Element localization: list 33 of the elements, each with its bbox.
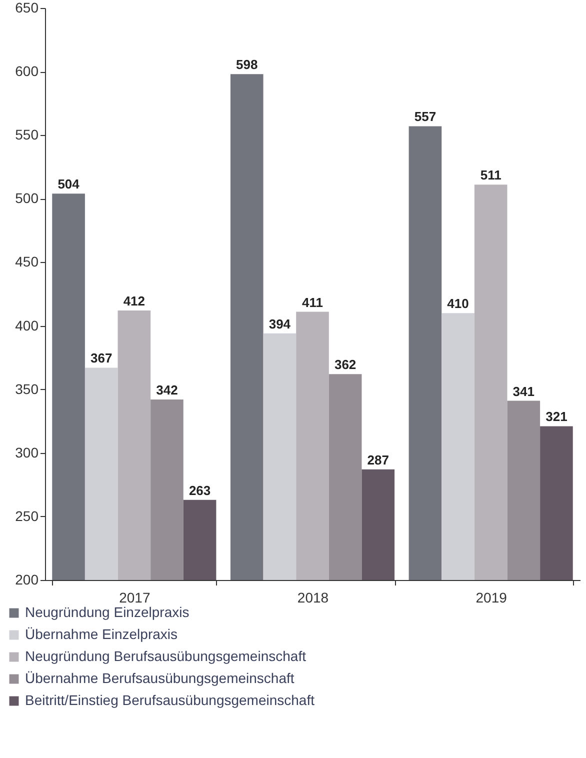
y-tick-label: 650 xyxy=(15,0,39,16)
data-label: 411 xyxy=(302,294,323,310)
data-label: 341 xyxy=(512,384,534,399)
data-label: 598 xyxy=(236,57,258,72)
legend-label: Neugründung Einzelpraxis xyxy=(25,604,190,620)
data-label: 321 xyxy=(546,409,568,424)
y-tick-label: 600 xyxy=(15,63,39,80)
y-tick-label: 300 xyxy=(15,444,39,460)
data-label: 557 xyxy=(414,109,436,124)
x-tick-label: 2019 xyxy=(476,590,508,606)
legend-label: Übernahme Einzelpraxis xyxy=(25,626,178,642)
data-label: 410 xyxy=(447,296,469,312)
y-tick-label: 400 xyxy=(15,317,39,334)
data-label: 342 xyxy=(156,382,178,398)
y-tick-label: 250 xyxy=(15,508,39,524)
y-tick-label: 500 xyxy=(15,190,39,206)
data-label: 263 xyxy=(188,482,211,498)
x-tick-label: 2017 xyxy=(119,590,150,606)
legend-label: Beitritt/Einstieg Berufsausübungsgemeinschaft xyxy=(25,692,315,708)
data-label: 287 xyxy=(367,452,389,468)
data-label: 511 xyxy=(480,168,502,183)
data-label: 504 xyxy=(58,176,80,192)
data-label: 362 xyxy=(334,357,356,372)
x-tick-label: 2018 xyxy=(297,590,329,606)
legend-label: Neugründung Berufsausübungsgemeinschaft xyxy=(25,648,306,664)
data-label: 412 xyxy=(123,294,146,309)
y-tick-label: 450 xyxy=(15,254,39,270)
y-tick-label: 350 xyxy=(15,380,39,397)
legend-label: Übernahme Berufsausübungsgemeinschaft xyxy=(25,670,294,686)
data-label: 394 xyxy=(268,316,292,332)
data-label: 367 xyxy=(90,350,112,366)
y-tick-label: 550 xyxy=(15,126,39,143)
y-tick-label: 200 xyxy=(15,572,39,588)
